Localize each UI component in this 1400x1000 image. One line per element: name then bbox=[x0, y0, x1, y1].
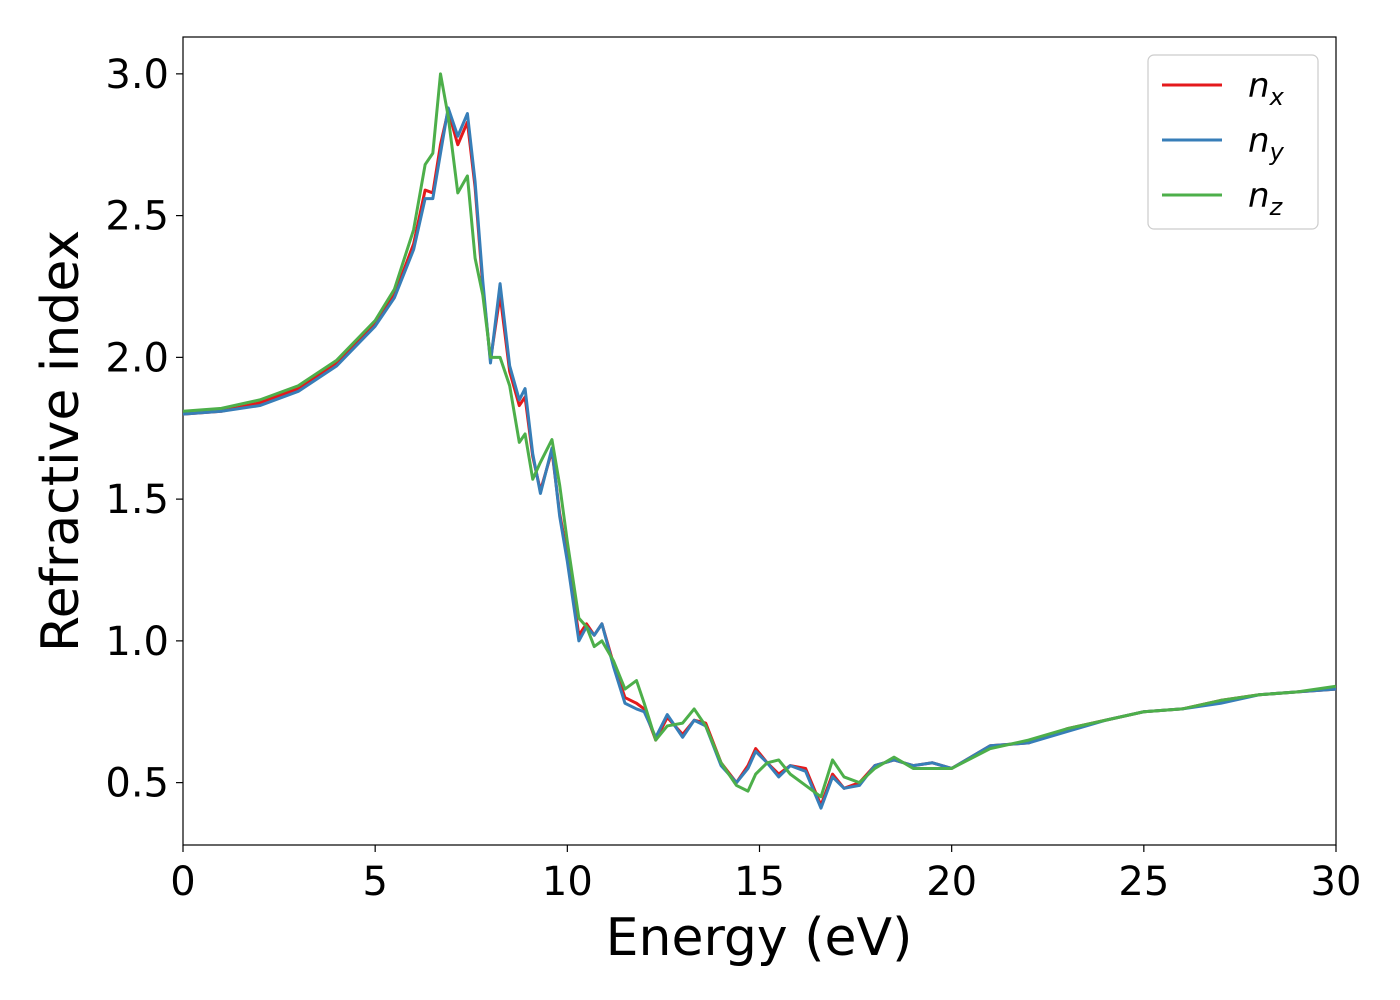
x-axis-label: Energy (eV) bbox=[606, 908, 913, 968]
x-tick-label: 5 bbox=[362, 859, 387, 905]
x-tick-label: 30 bbox=[1311, 859, 1362, 905]
series-line bbox=[183, 72, 1336, 799]
y-axis-label: Refractive index bbox=[31, 230, 91, 652]
legend-box bbox=[1147, 54, 1319, 230]
y-tick-label: 1.5 bbox=[105, 477, 169, 523]
y-tick-label: 2.5 bbox=[105, 194, 169, 240]
x-tick-label: 20 bbox=[926, 859, 977, 905]
y-tick-label: 1.0 bbox=[105, 619, 169, 665]
y-tick-label: 2.0 bbox=[105, 335, 169, 381]
legend-label: ny bbox=[1248, 121, 1285, 166]
x-tick-label: 0 bbox=[170, 859, 195, 905]
x-tick-label: 25 bbox=[1118, 859, 1169, 905]
legend-label: nx bbox=[1248, 66, 1285, 111]
x-tick-label: 15 bbox=[734, 859, 785, 905]
y-tick-label: 3.0 bbox=[105, 52, 169, 98]
y-tick-label: 0.5 bbox=[105, 761, 169, 807]
legend-label: nz bbox=[1248, 176, 1284, 221]
x-tick-label: 10 bbox=[542, 859, 593, 905]
